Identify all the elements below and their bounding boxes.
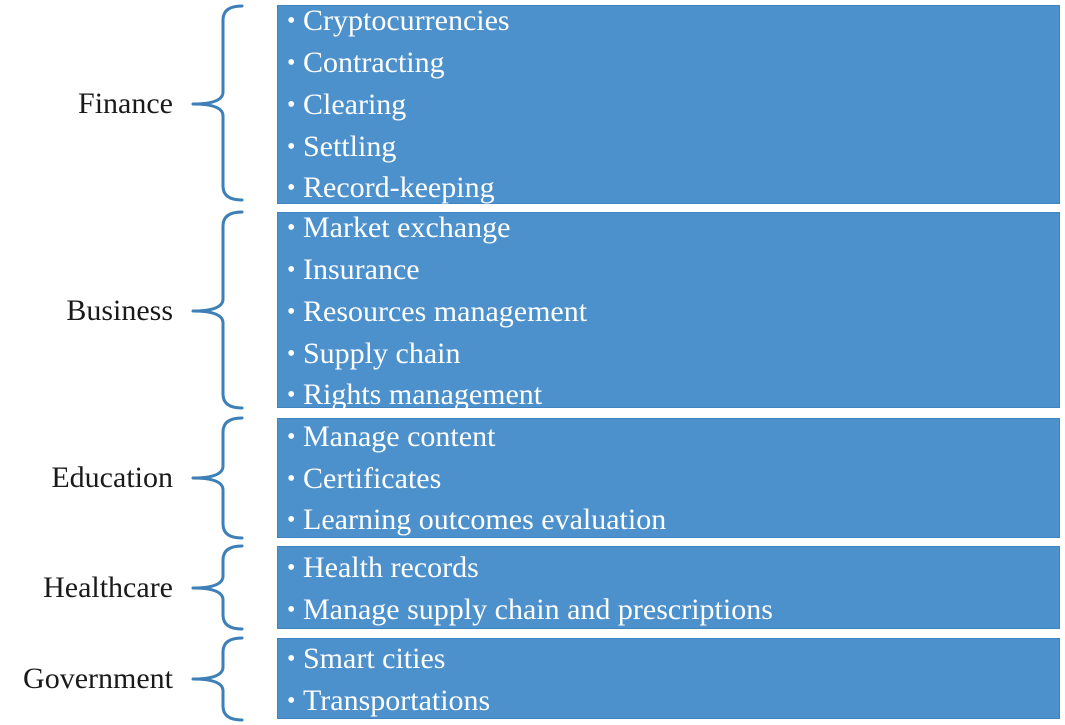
list-item-text: Cryptocurrencies xyxy=(303,4,510,37)
list-item-text: Insurance xyxy=(303,253,420,286)
list-item-text: Learning outcomes evaluation xyxy=(303,503,667,536)
list-item: • Contracting xyxy=(287,48,445,78)
section-label-business: Business xyxy=(66,294,173,327)
section-box-education: • Manage content • Certificates • Learning ou… xyxy=(277,418,1060,538)
list-item: • Record-keeping xyxy=(287,173,495,203)
section-box-healthcare: • Health records • Manage supply chain and … xyxy=(277,546,1060,629)
list-item-text: Contracting xyxy=(303,46,445,79)
list-item-text: Certificates xyxy=(303,462,442,495)
bullet-icon: • xyxy=(287,50,296,76)
bullet-icon: • xyxy=(287,466,296,492)
bullet-icon: • xyxy=(287,215,296,241)
list-item: • Resources management xyxy=(287,297,587,327)
bullet-icon: • xyxy=(287,257,296,283)
bullet-icon: • xyxy=(287,299,296,325)
section-label-finance: Finance xyxy=(78,87,173,120)
bullet-icon: • xyxy=(287,597,296,623)
list-item: • Settling xyxy=(287,132,396,162)
bullet-icon: • xyxy=(287,688,296,714)
list-item: • Rights management xyxy=(287,380,542,410)
list-item-text: Manage supply chain and prescriptions xyxy=(303,593,773,626)
list-item: • Supply chain xyxy=(287,339,461,369)
list-item-text: Smart cities xyxy=(303,642,446,675)
braces-layer xyxy=(191,4,244,722)
list-item-text: Manage content xyxy=(303,420,496,453)
list-item: • Health records xyxy=(287,553,479,583)
list-item-text: Rights management xyxy=(303,378,543,411)
bullet-icon: • xyxy=(287,646,296,672)
list-item-text: Resources management xyxy=(303,295,588,328)
list-item-text: Market exchange xyxy=(303,211,511,244)
bullet-icon: • xyxy=(287,175,296,201)
list-item: • Certificates xyxy=(287,464,441,494)
bullet-icon: • xyxy=(287,92,296,118)
section-label-education: Education xyxy=(51,461,173,494)
brace-finance xyxy=(191,4,244,202)
list-item-text: Record-keeping xyxy=(303,171,495,204)
list-item: • Manage supply chain and prescriptions xyxy=(287,595,773,625)
list-item: • Transportations xyxy=(287,686,490,716)
brace-education xyxy=(191,416,244,540)
list-item: • Clearing xyxy=(287,90,406,120)
section-box-government: • Smart cities • Transportations xyxy=(277,638,1060,719)
bullet-icon: • xyxy=(287,382,296,408)
list-item-text: Supply chain xyxy=(303,337,461,370)
list-item-text: Settling xyxy=(303,130,397,163)
brace-business xyxy=(191,210,244,410)
brace-healthcare xyxy=(191,544,244,631)
bullet-icon: • xyxy=(287,555,296,581)
bullet-icon: • xyxy=(287,424,296,450)
list-item-text: Health records xyxy=(303,551,479,584)
list-item: • Learning outcomes evaluation xyxy=(287,505,666,535)
section-box-business: • Market exchange • Insurance • Resources man… xyxy=(277,212,1060,410)
list-item: • Insurance xyxy=(287,255,420,285)
bullet-icon: • xyxy=(287,507,296,533)
bullet-icon: • xyxy=(287,8,296,34)
section-label-government: Government xyxy=(23,662,173,695)
list-item: • Market exchange xyxy=(287,213,510,243)
section-label-healthcare: Healthcare xyxy=(43,571,173,604)
brace-government xyxy=(191,636,244,722)
list-item-text: Transportations xyxy=(303,684,491,717)
list-item: • Manage content xyxy=(287,422,495,452)
list-item: • Smart cities xyxy=(287,644,445,674)
bullet-icon: • xyxy=(287,341,296,367)
list-item: • Cryptocurrencies xyxy=(287,6,510,36)
section-box-finance: • Cryptocurrencies • Contracting • Clearing • S… xyxy=(277,5,1060,204)
bullet-icon: • xyxy=(287,134,296,160)
list-item-text: Clearing xyxy=(303,88,407,121)
